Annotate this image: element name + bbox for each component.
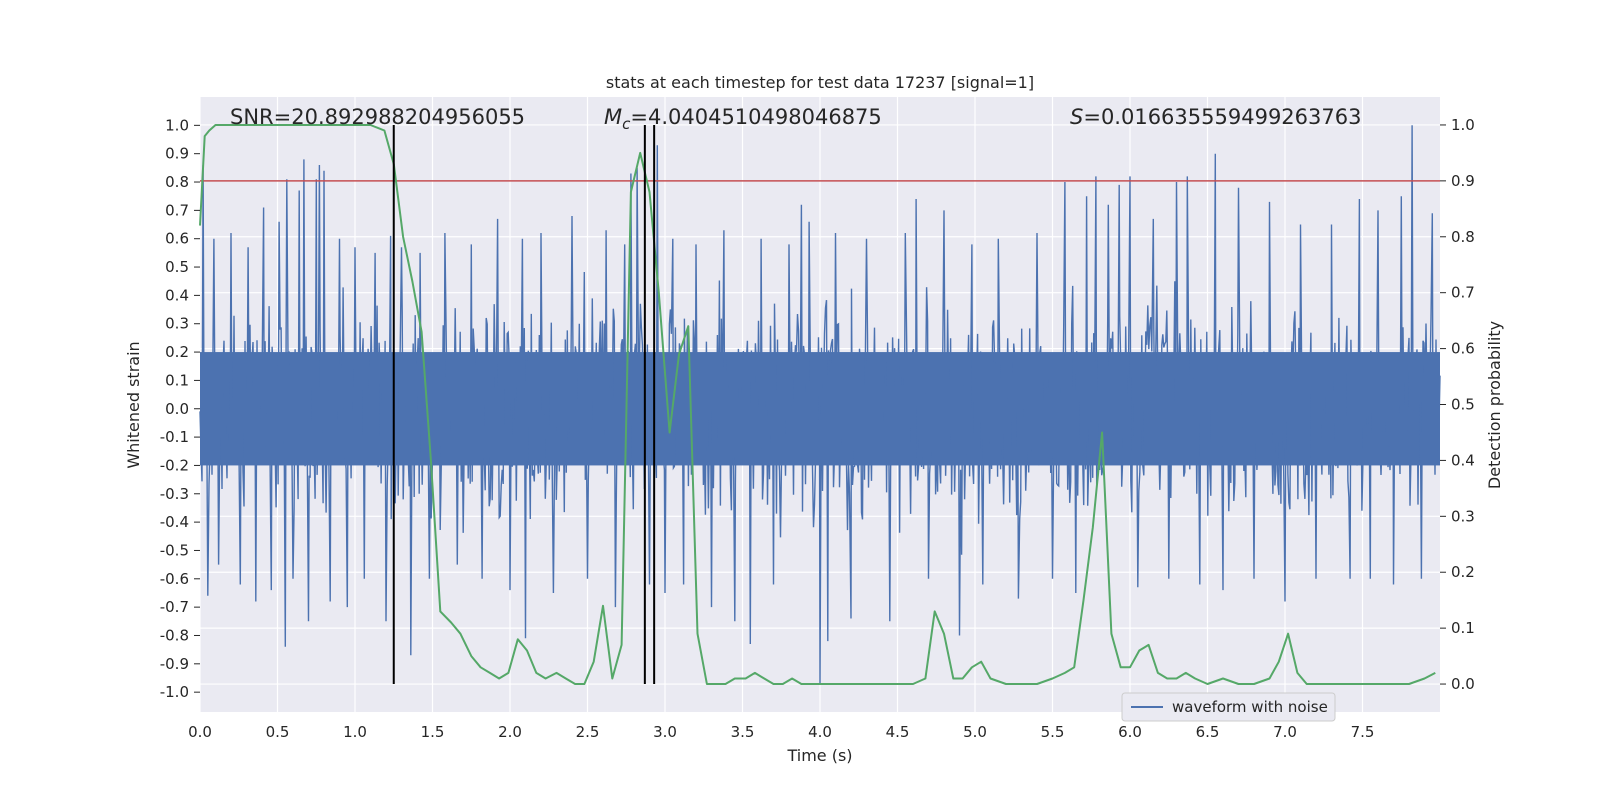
- probability-line: [199, 124, 1436, 685]
- y-left-tick-label: 1.0: [165, 116, 189, 134]
- x-tick-label: 5.5: [1041, 723, 1065, 741]
- y-left-tick-label: 0.5: [165, 258, 189, 276]
- x-tick-label: 2.5: [576, 723, 600, 741]
- x-tick-label: 3.5: [731, 723, 755, 741]
- legend-label-waveform: waveform with noise: [1172, 698, 1328, 716]
- y-right-tick-label: 0.3: [1451, 507, 1475, 525]
- y-left-axis-ticks: -1.0 -0.9 -0.8 -0.7 -0.6 -0.5 -0.4 -0.3 -0.2 -0.1…: [160, 116, 200, 701]
- y-left-tick-label: 0.1: [165, 371, 189, 389]
- x-tick-label: 3.0: [653, 723, 677, 741]
- y-left-tick-label: -0.8: [160, 626, 189, 644]
- y-right-axis-label: Detection probability: [1485, 321, 1504, 489]
- vertical-markers: [392, 124, 656, 685]
- x-tick-label: 2.0: [498, 723, 522, 741]
- chart-title: stats at each timestep for test data 172…: [606, 73, 1034, 92]
- chirp-mass-value: =4.0404510498046875: [630, 105, 881, 129]
- x-tick-label: 5.0: [963, 723, 987, 741]
- y-right-tick-label: 0.0: [1451, 675, 1475, 693]
- y-left-tick-label: -0.2: [160, 456, 189, 474]
- y-left-tick-label: 0.0: [165, 400, 189, 418]
- snr-annotation: SNR=20.892988204956055: [230, 105, 525, 129]
- x-tick-label: 7.0: [1273, 723, 1297, 741]
- probability-series: [199, 124, 1436, 685]
- y-right-tick-label: 0.4: [1451, 451, 1475, 469]
- y-left-tick-label: -0.3: [160, 485, 189, 503]
- chirp-mass-subscript: c: [622, 115, 631, 133]
- y-left-tick-label: -0.1: [160, 428, 189, 446]
- y-right-axis-ticks: 0.0 0.1 0.2 0.3 0.4 0.5 0.6 0.7 0.8 0.9 1.0: [1440, 116, 1475, 693]
- x-tick-label: 4.5: [886, 723, 910, 741]
- y-left-tick-label: -0.7: [160, 598, 189, 616]
- s-symbol: S: [1070, 105, 1083, 129]
- y-left-tick-label: -0.6: [160, 570, 189, 588]
- y-left-tick-label: 0.3: [165, 315, 189, 333]
- y-left-tick-label: 0.2: [165, 343, 189, 361]
- y-left-tick-label: -0.9: [160, 655, 189, 673]
- x-tick-label: 0.5: [266, 723, 290, 741]
- waveform-series: [199, 125, 1441, 684]
- x-axis-label: Time (s): [786, 746, 852, 765]
- y-left-tick-label: -1.0: [160, 683, 189, 701]
- x-tick-label: 4.0: [808, 723, 832, 741]
- x-axis-ticks: 0.0 0.5 1.0 1.5 2.0 2.5 3.0 3.5 4.0 4.5 5.0 5.5 6.0 6…: [188, 723, 1374, 741]
- y-right-tick-label: 0.2: [1451, 563, 1475, 581]
- y-right-tick-label: 0.1: [1451, 619, 1475, 637]
- s-annotation: S=0.016635559499263763: [1070, 105, 1361, 129]
- y-right-tick-label: 0.6: [1451, 340, 1475, 358]
- legend: waveform with noise: [1121, 692, 1336, 722]
- y-right-tick-label: 0.8: [1451, 228, 1475, 246]
- y-left-axis-label: Whitened strain: [124, 341, 143, 468]
- s-value: =0.016635559499263763: [1083, 105, 1361, 129]
- y-right-tick-label: 1.0: [1451, 116, 1475, 134]
- y-left-tick-label: -0.5: [160, 541, 189, 559]
- y-left-tick-label: 0.4: [165, 286, 189, 304]
- chirp-mass-annotation: Mc=4.0404510498046875: [604, 105, 882, 133]
- y-right-tick-label: 0.9: [1451, 172, 1475, 190]
- x-tick-label: 1.0: [343, 723, 367, 741]
- x-tick-label: 7.5: [1351, 723, 1375, 741]
- y-left-tick-label: 0.9: [165, 145, 189, 163]
- y-left-tick-label: -0.4: [160, 513, 189, 531]
- y-left-tick-label: 0.7: [165, 201, 189, 219]
- x-tick-label: 0.0: [188, 723, 212, 741]
- x-tick-label: 6.0: [1118, 723, 1142, 741]
- y-left-tick-label: 0.8: [165, 173, 189, 191]
- x-tick-label: 1.5: [421, 723, 445, 741]
- waveform-line: [199, 125, 1441, 684]
- y-left-tick-label: 0.6: [165, 230, 189, 248]
- y-right-tick-label: 0.7: [1451, 284, 1475, 302]
- chirp-mass-symbol: M: [604, 105, 622, 129]
- legend-box: [1121, 692, 1336, 722]
- y-right-tick-label: 0.5: [1451, 396, 1475, 414]
- x-tick-label: 6.5: [1196, 723, 1220, 741]
